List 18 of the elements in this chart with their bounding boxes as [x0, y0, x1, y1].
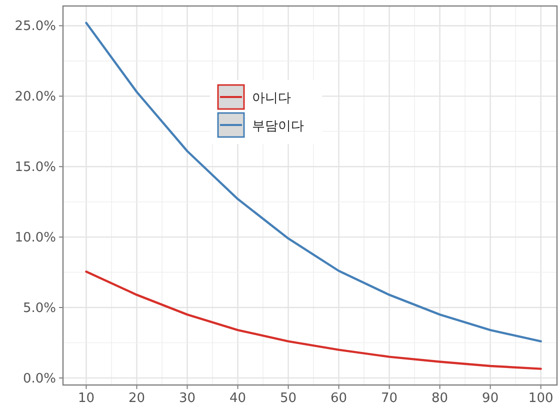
- x-tick-label: 30: [178, 391, 196, 406]
- y-tick-label: 15.0%: [14, 160, 56, 176]
- x-tick-label: 60: [330, 391, 348, 406]
- x-tick-label: 80: [432, 391, 448, 406]
- x-tick-label: 70: [381, 391, 398, 406]
- x-tick-label: 10: [78, 391, 95, 406]
- x-tick-label: 20: [128, 391, 146, 406]
- legend-label: 아니다: [252, 91, 291, 106]
- x-tick-label: 50: [280, 391, 297, 406]
- legend-label: 부담이다: [252, 119, 304, 134]
- x-tick-label: 100: [528, 391, 554, 406]
- y-tick-label: 5.0%: [22, 301, 56, 316]
- y-tick-label: 0.0%: [22, 371, 56, 386]
- x-tick-label: 40: [229, 391, 246, 406]
- y-tick-label: 20.0%: [14, 90, 56, 105]
- y-tick-label: 25.0%: [14, 19, 56, 34]
- x-tick-label: 90: [482, 391, 499, 406]
- y-tick-label: 10.0%: [14, 230, 56, 246]
